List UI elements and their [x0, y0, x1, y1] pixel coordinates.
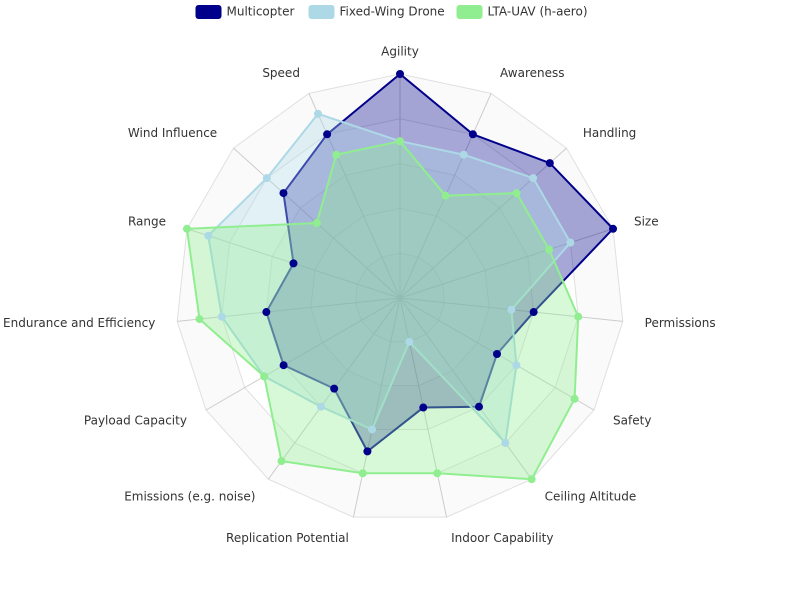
data-point [474, 402, 483, 411]
legend-label: LTA-UAV (h-aero) [488, 5, 588, 19]
data-point [492, 350, 501, 358]
legend-swatch [456, 5, 483, 19]
data-point [260, 372, 269, 381]
data-point [289, 259, 298, 268]
axis-label: Range [128, 214, 166, 228]
data-point [182, 224, 191, 233]
data-point [279, 361, 288, 370]
axis-label: Replication Potential [226, 531, 349, 545]
data-point [363, 447, 372, 456]
data-point [262, 174, 271, 183]
axis-spoke [308, 93, 401, 299]
legend-swatch [195, 5, 222, 19]
data-point [314, 109, 323, 118]
data-point [396, 70, 404, 78]
data-point [396, 137, 404, 146]
series-area [185, 140, 580, 481]
data-point [332, 150, 341, 159]
data-point [277, 457, 286, 466]
data-point [217, 312, 226, 321]
legend-label: Multicopter [227, 5, 295, 19]
data-point [570, 394, 579, 403]
series-area [265, 72, 615, 453]
axis-spoke [352, 297, 401, 518]
data-point [609, 224, 618, 233]
axis-label: Speed [262, 66, 300, 80]
data-point [279, 189, 288, 198]
axis-label: Handling [583, 126, 637, 140]
axis-label: Indoor Capability [451, 531, 553, 545]
data-point [545, 159, 554, 168]
data-point [405, 337, 414, 346]
data-point [323, 130, 332, 139]
axis-label: Wind Influence [128, 126, 217, 140]
data-point [545, 245, 554, 254]
axis-label: Permissions [645, 316, 716, 330]
series-area [207, 112, 572, 446]
axis-label: Size [634, 214, 659, 228]
data-point [512, 189, 521, 198]
legend-item: Fixed-Wing Drone [308, 5, 445, 19]
data-point [330, 384, 339, 393]
axis-label: Agility [381, 45, 419, 59]
legend-item: LTA-UAV (h-aero) [456, 5, 588, 19]
axis-spoke [205, 297, 401, 411]
data-point [529, 174, 538, 183]
axis-label: Payload Capacity [84, 414, 187, 428]
data-point [368, 425, 377, 434]
legend-swatch [308, 5, 335, 19]
axis-label: Endurance and Efficiency [3, 316, 155, 330]
data-point [419, 403, 428, 412]
data-point [433, 469, 442, 478]
data-point [312, 219, 321, 228]
data-point [358, 469, 367, 478]
axis-spoke [399, 147, 567, 299]
data-point [512, 361, 521, 370]
data-point [262, 308, 271, 317]
axis-label: Emissions (e.g. noise) [124, 490, 255, 504]
data-point [566, 238, 575, 247]
axis-spoke [399, 297, 533, 480]
data-point [195, 315, 204, 324]
data-point [507, 305, 516, 314]
data-point [527, 475, 536, 484]
axis-spoke [399, 228, 614, 299]
legend-label: Fixed-Wing Drone [340, 5, 445, 19]
legend-item: Multicopter [195, 5, 295, 19]
axis-label: Ceiling Altitude [545, 490, 637, 504]
data-point [574, 312, 583, 321]
axis-label: Safety [613, 414, 651, 428]
data-point [459, 150, 468, 159]
data-point [441, 191, 450, 200]
axis-spoke [177, 297, 401, 322]
data-point [204, 231, 213, 240]
data-point [468, 130, 477, 139]
data-point [529, 308, 538, 317]
data-point [501, 438, 510, 447]
axis-label: Awareness [500, 66, 564, 80]
data-point [317, 402, 326, 411]
